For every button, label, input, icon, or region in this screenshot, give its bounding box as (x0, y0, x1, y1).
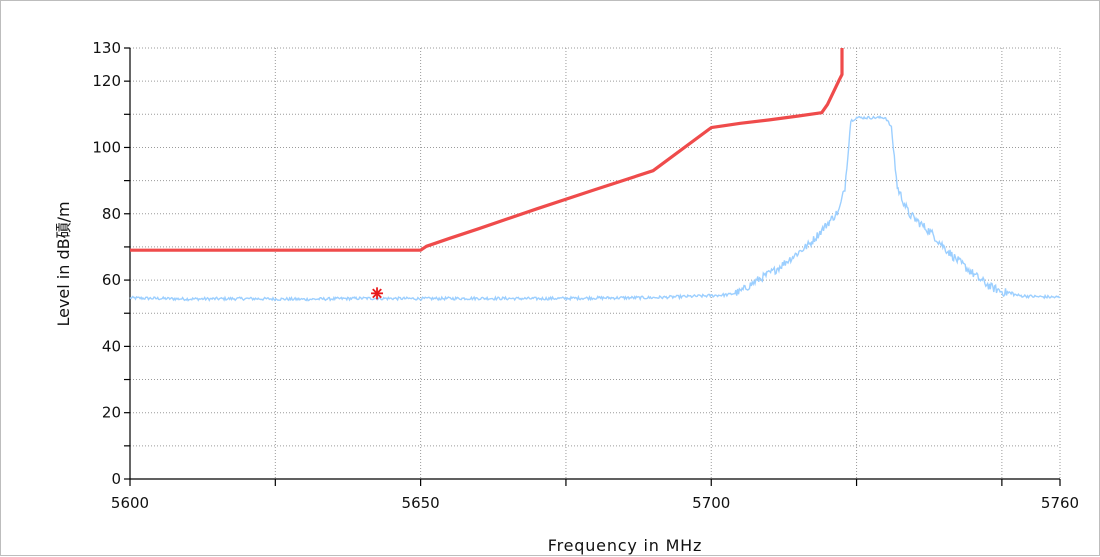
y-tick-label: 80 (102, 205, 121, 223)
y-tick-label: 60 (102, 271, 121, 289)
x-axis-title: Frequency in MHz (548, 536, 702, 555)
series-layer (129, 48, 1061, 302)
y-tick-label: 40 (102, 337, 121, 355)
spectrum-trace (129, 115, 1061, 302)
y-tick-label: 130 (92, 39, 121, 57)
y-tick-label: 0 (111, 470, 121, 488)
peak-marker-stroke (372, 288, 382, 299)
tick-labels: 0 20 40 60 80 100 120 130 5600 5650 5700 5760 (92, 39, 1079, 512)
x-tick-label: 5760 (1041, 494, 1079, 512)
x-tick-label: 5700 (692, 494, 730, 512)
x-tick-label: 5600 (111, 494, 149, 512)
axes (124, 47, 1061, 486)
y-tick-label: 100 (92, 138, 121, 156)
y-tick-label: 20 (102, 404, 121, 422)
gridlines (130, 47, 1061, 479)
peak-marker (371, 287, 384, 300)
limit-line (130, 48, 844, 252)
y-tick-label: 120 (92, 72, 121, 90)
y-axis-title: Level in dB碽/m (54, 201, 73, 326)
x-tick-label: 5650 (402, 494, 440, 512)
